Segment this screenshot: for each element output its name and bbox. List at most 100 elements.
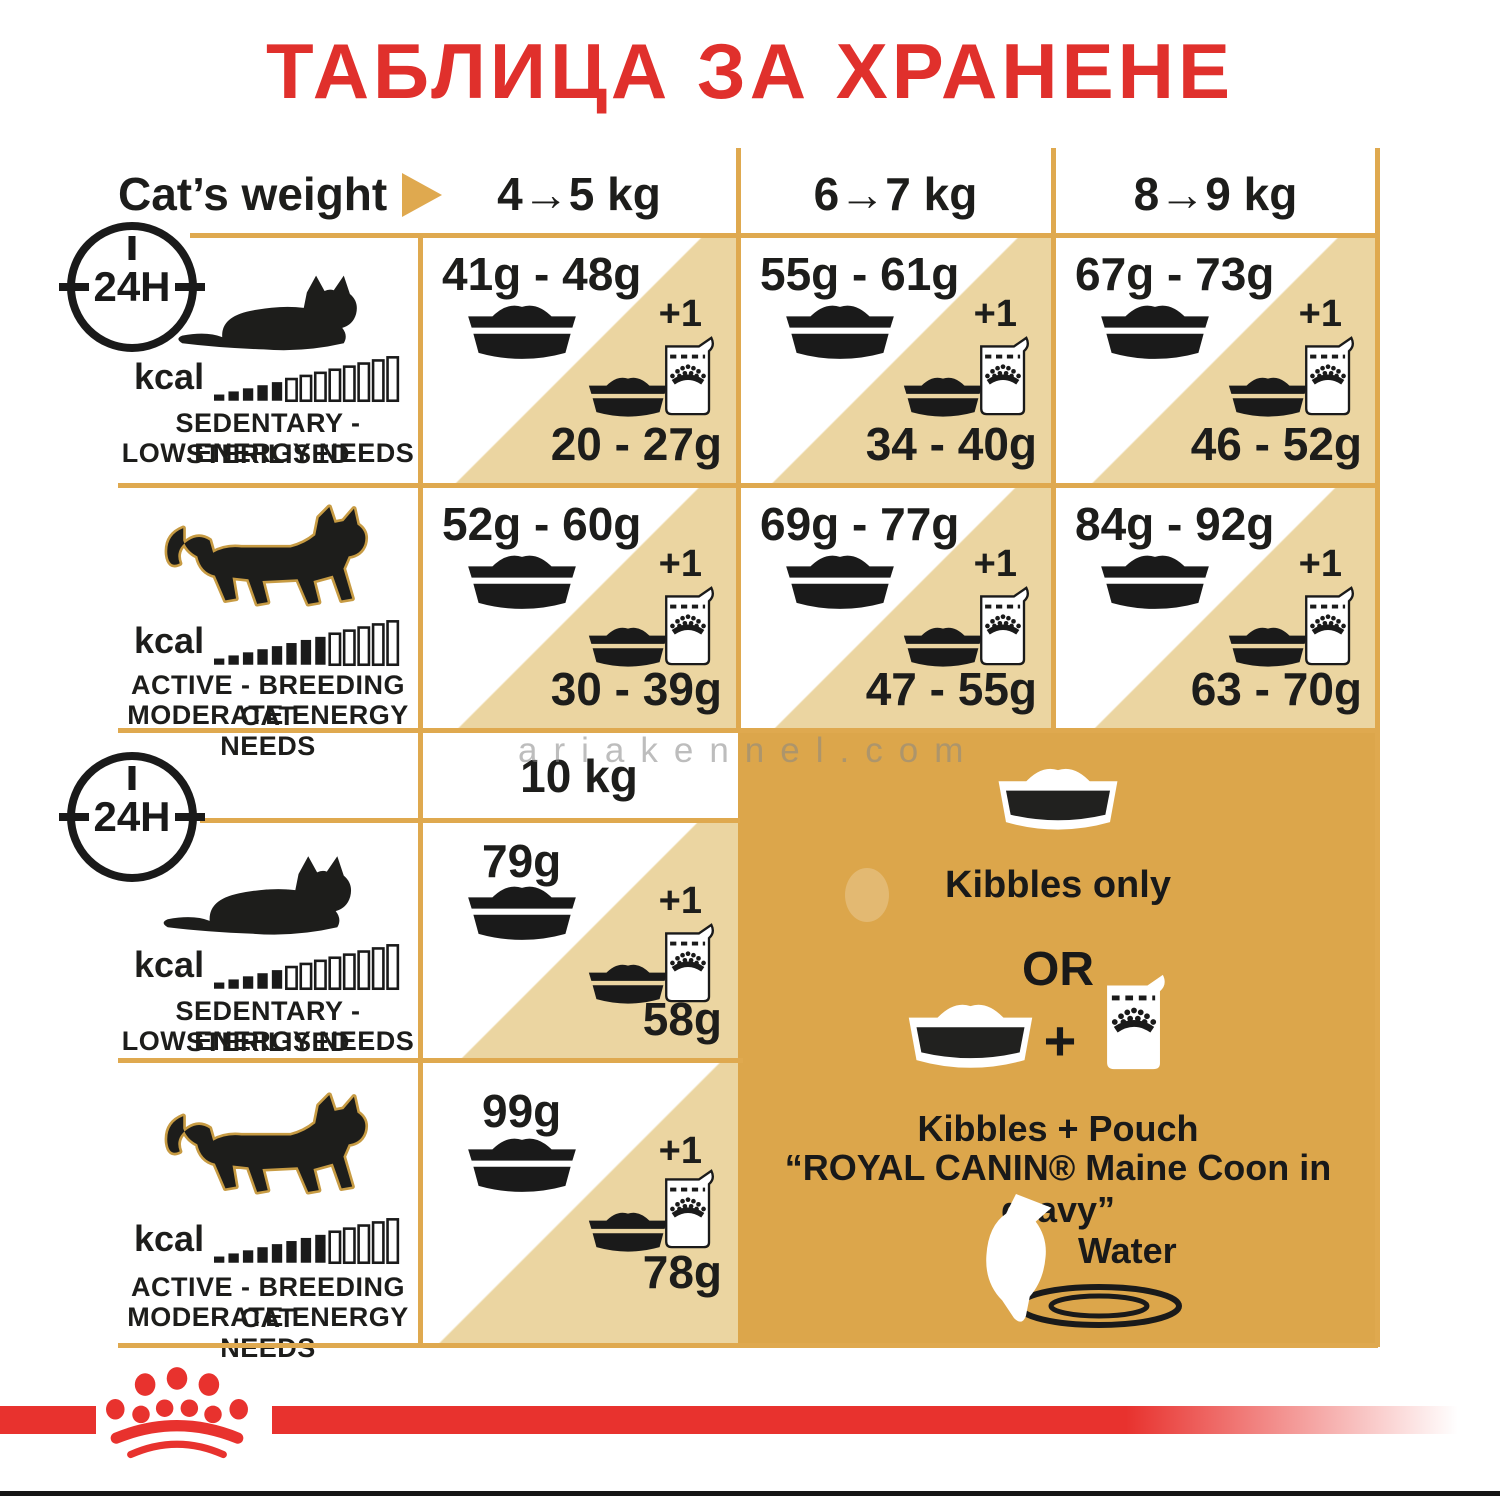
- kibbles-pouch-label: Kibbles + Pouch: [917, 1108, 1199, 1149]
- cell-sedentary-10: 79g +1 58g: [420, 822, 738, 1060]
- kcal-bars-low-icon: [214, 353, 402, 403]
- grid-hline: [118, 728, 1378, 733]
- watermark-figure: [845, 868, 889, 922]
- plus-one-label: +1: [973, 293, 1017, 335]
- kibble-bowl-icon: [778, 299, 902, 365]
- clock-tick: [175, 283, 205, 291]
- royal-canin-crown-logo: [98, 1364, 256, 1472]
- pouch-product-label: “ROYAL CANIN® Maine Coon in gravy”: [784, 1147, 1332, 1230]
- clock-tick: [59, 813, 89, 821]
- clock-label: 24H: [93, 263, 171, 310]
- pouch-icon: [1098, 972, 1170, 1072]
- kcal-label: kcal: [134, 620, 205, 661]
- cell-sedentary-8-9: 67g - 73g +1 46 - 52g: [1053, 235, 1378, 485]
- kibble-bowl-small-icon: [897, 373, 989, 421]
- profile-active-bottom: kcal ACTIVE - BREEDING CAT MODERATE ENER…: [118, 1066, 418, 1363]
- kibbles-amount: 79g: [482, 835, 562, 887]
- mix-amount: 58g: [642, 993, 722, 1045]
- weight-column-2: 6→7 kg: [813, 168, 978, 220]
- right-arrow-icon: [402, 173, 442, 217]
- cell-active-8-9: 84g - 92g +1 63 - 70g: [1053, 485, 1378, 730]
- feeding-options-panel: Kibbles only OR + Kibbles + Pouch “ROYAL…: [738, 730, 1378, 1347]
- mix-amount: 63 - 70g: [1190, 663, 1362, 715]
- weight-column-1: 4→5 kg: [497, 168, 661, 220]
- mix-amount: 47 - 55g: [865, 663, 1037, 715]
- mix-amount: 30 - 39g: [550, 663, 722, 715]
- kibble-bowl-icon: [1093, 299, 1217, 365]
- kibble-bowl-icon: [1093, 549, 1217, 615]
- profile-active-top: kcal ACTIVE - BREEDING CAT MODERATE ENER…: [118, 492, 418, 761]
- 24h-clock-icon: 24H: [59, 752, 205, 882]
- kibbles-amount: 84g - 92g: [1075, 498, 1275, 550]
- walking-cat-icon: [148, 1088, 398, 1220]
- plus-one-label: +1: [658, 543, 702, 585]
- grid-vline: [418, 233, 423, 1347]
- mix-amount: 78g: [642, 1246, 722, 1298]
- page-title: ТАБЛИЦА ЗА ХРАНЕНЕ: [265, 27, 1235, 115]
- plus-sign: +: [1043, 1009, 1077, 1072]
- cell-active-4-5: 52g - 60g +1 30 - 39g: [420, 485, 738, 730]
- kibble-bowl-icon: [460, 880, 584, 946]
- profile-line2: LOW ENERGY NEEDS: [121, 438, 415, 468]
- cell-sedentary-6-7: 55g - 61g +1 34 - 40g: [738, 235, 1053, 485]
- kcal-bars-moderate-icon: [214, 617, 402, 667]
- grid-hline: [200, 818, 740, 823]
- mix-amount: 34 - 40g: [865, 418, 1037, 470]
- profile-line1: ACTIVE - BREEDING CAT: [130, 1272, 406, 1333]
- kibble-bowl-icon: [460, 299, 584, 365]
- brand-bar-right: [272, 1406, 1458, 1434]
- clock-tick: [59, 283, 89, 291]
- grid-hline: [118, 1058, 743, 1063]
- water-jug-icon: [960, 1192, 1070, 1330]
- mix-amount: 20 - 27g: [550, 418, 722, 470]
- watermark: ariakennel.com: [518, 731, 980, 770]
- profile-line1: SEDENTARY - STERILISED: [175, 996, 361, 1057]
- profile-line2: MODERATE ENERGY NEEDS: [127, 1302, 409, 1363]
- grid-vline: [1375, 148, 1380, 1347]
- kcal-label: kcal: [134, 944, 205, 985]
- cats-weight-label: Cat’s weight: [118, 168, 388, 220]
- lying-cat-icon: [158, 844, 368, 946]
- lying-cat-icon: [173, 260, 373, 365]
- profile-sedentary-bottom: kcal SEDENTARY - STERILISED LOW ENERGY N…: [118, 828, 418, 1060]
- grid-hline: [190, 233, 1378, 238]
- kcal-bars-low-icon: [214, 941, 402, 991]
- profile-sedentary-top: kcal SEDENTARY - STERILISED LOW ENERGY N…: [118, 240, 418, 482]
- kibbles-amount: 52g - 60g: [442, 498, 642, 550]
- grid-vline: [1051, 148, 1056, 730]
- kibble-bowl-small-icon: [1222, 373, 1314, 421]
- walking-cat-icon: [148, 500, 398, 632]
- kcal-bars-moderate-icon: [214, 1215, 402, 1265]
- clock-tick: [128, 236, 136, 260]
- cell-active-10: 99g +1 78g: [420, 1060, 738, 1347]
- plus-one-label: +1: [658, 1130, 702, 1172]
- cell-sedentary-4-5: 41g - 48g +1 20 - 27g: [420, 235, 738, 485]
- kcal-label: kcal: [134, 1218, 205, 1259]
- plus-one-label: +1: [658, 880, 702, 922]
- profile-line2: MODERATE ENERGY NEEDS: [127, 700, 409, 761]
- plus-one-label: +1: [1298, 543, 1342, 585]
- grid-vline: [736, 148, 741, 730]
- bottom-border-line: [0, 1491, 1500, 1496]
- water-label: Water: [1078, 1230, 1177, 1271]
- profile-line1: SEDENTARY - STERILISED: [175, 408, 361, 469]
- plus-one-label: +1: [973, 543, 1017, 585]
- clock-tick: [175, 813, 205, 821]
- clock-label: 24H: [93, 793, 171, 840]
- grid-hline: [118, 483, 1378, 488]
- kibble-bowl-white-icon: [903, 992, 1038, 1078]
- kibbles-only-label: Kibbles only: [945, 864, 1171, 906]
- kibble-bowl-small-icon: [582, 373, 674, 421]
- kcal-label: kcal: [134, 356, 205, 397]
- 24h-clock-icon: 24H: [59, 222, 205, 352]
- grid-hline: [118, 1343, 1378, 1348]
- plus-one-label: +1: [658, 293, 702, 335]
- kibbles-amount: 99g: [482, 1085, 562, 1137]
- kibbles-amount: 67g - 73g: [1075, 248, 1275, 300]
- kibbles-amount: 55g - 61g: [760, 248, 960, 300]
- weight-column-3: 8→9 kg: [1133, 168, 1298, 220]
- brand-bar-left: [0, 1406, 96, 1434]
- kibble-bowl-icon: [460, 549, 584, 615]
- weight-header-10kg: 10 kg: [420, 730, 738, 822]
